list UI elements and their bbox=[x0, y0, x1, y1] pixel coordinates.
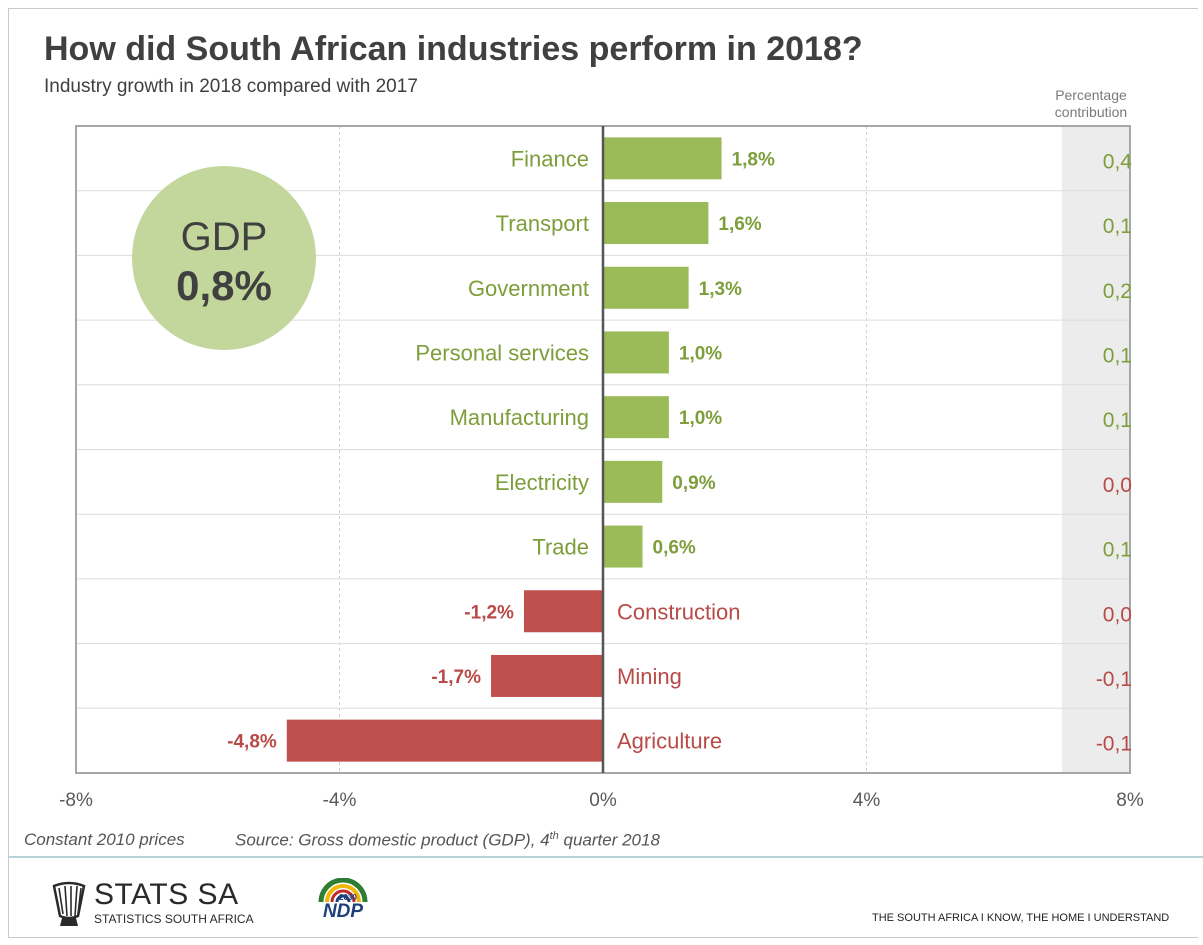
category-label: Manufacturing bbox=[450, 405, 589, 430]
category-label: Mining bbox=[617, 664, 682, 689]
bars bbox=[286, 137, 722, 762]
data-label: 1,0% bbox=[679, 408, 722, 429]
data-label: 1,6% bbox=[718, 214, 761, 235]
infographic-frame bbox=[8, 8, 1198, 938]
contribution-column-header: Percentage contribution bbox=[1050, 87, 1132, 121]
data-label: -4,8% bbox=[227, 732, 277, 753]
source-prefix: Source: Gross domestic product (GDP), 4 bbox=[235, 830, 550, 850]
chart-subtitle: Industry growth in 2018 compared with 20… bbox=[44, 76, 418, 97]
prices-note: Constant 2010 prices bbox=[24, 830, 185, 849]
contribution-value: 0,1 bbox=[1103, 539, 1132, 562]
x-tick-label: 4% bbox=[853, 790, 881, 811]
chart-title: How did South African industries perform… bbox=[44, 30, 863, 68]
chart-labels: Finance 1,8% 0,4 Transport 1,6% 0,1 Government… bbox=[59, 146, 1144, 811]
bar bbox=[603, 266, 689, 309]
gdp-badge: GDP 0,8% bbox=[132, 166, 316, 350]
source-note: Source: Gross domestic product (GDP), 4t… bbox=[235, 830, 660, 851]
bar bbox=[603, 396, 669, 439]
x-tick-label: 8% bbox=[1116, 790, 1144, 811]
contribution-value: 0,2 bbox=[1103, 280, 1132, 303]
gdp-badge-value: 0,8% bbox=[176, 262, 272, 309]
bar bbox=[603, 137, 722, 180]
contribution-value: -0,1 bbox=[1096, 668, 1132, 691]
x-tick-label: -8% bbox=[59, 790, 93, 811]
data-label: -1,2% bbox=[464, 602, 514, 623]
contribution-value: 0,0 bbox=[1103, 603, 1132, 626]
ndp-word: NDP bbox=[322, 901, 364, 922]
category-label: Transport bbox=[496, 211, 589, 236]
bar bbox=[491, 654, 603, 697]
ndp-flag-icon bbox=[318, 878, 368, 903]
category-label: Construction bbox=[617, 599, 741, 624]
bar bbox=[603, 202, 709, 245]
source-superscript: th bbox=[549, 830, 559, 842]
data-label: 0,6% bbox=[653, 538, 696, 559]
footer-tagline: THE SOUTH AFRICA I KNOW, THE HOME I UNDE… bbox=[872, 912, 1170, 924]
data-label: 1,0% bbox=[679, 343, 722, 364]
x-tick-label: 0% bbox=[589, 790, 617, 811]
bar bbox=[523, 590, 603, 633]
category-label: Electricity bbox=[495, 470, 589, 495]
category-label: Trade bbox=[532, 535, 589, 560]
bar bbox=[286, 719, 603, 762]
contribution-value: 0,1 bbox=[1103, 344, 1132, 367]
contribution-header-line1: Percentage bbox=[1055, 87, 1127, 103]
data-label: -1,7% bbox=[431, 667, 481, 688]
gdp-badge-label: GDP bbox=[181, 215, 268, 259]
source-suffix: quarter 2018 bbox=[558, 830, 660, 850]
category-label: Personal services bbox=[415, 340, 589, 365]
category-label: Government bbox=[468, 276, 589, 301]
bar bbox=[603, 525, 643, 568]
stats-sa-basket-icon bbox=[52, 881, 86, 926]
contribution-header-line2: contribution bbox=[1054, 104, 1128, 120]
data-label: 0,9% bbox=[672, 473, 715, 494]
footer-divider bbox=[8, 856, 1203, 858]
gdp-badge-circle bbox=[132, 166, 316, 350]
stats-sa-logo: STATS SA STATISTICS SOUTH AFRICA bbox=[50, 878, 254, 930]
ndp-year: 2030 bbox=[339, 893, 357, 902]
category-label: Agriculture bbox=[617, 729, 722, 754]
data-label: 1,8% bbox=[732, 149, 775, 170]
bar bbox=[603, 460, 663, 503]
stats-sa-subtitle: STATISTICS SOUTH AFRICA bbox=[94, 912, 254, 926]
stats-sa-name: STATS SA bbox=[94, 878, 239, 911]
ndp-logo: 2030 NDP bbox=[315, 878, 371, 930]
contribution-value: 0,4 bbox=[1103, 150, 1133, 173]
data-label: 1,3% bbox=[699, 279, 742, 300]
contribution-value: 0,1 bbox=[1103, 409, 1132, 432]
bar bbox=[603, 331, 669, 374]
contribution-value: -0,1 bbox=[1096, 733, 1132, 756]
x-tick-label: -4% bbox=[323, 790, 357, 811]
contribution-value: 0,0 bbox=[1103, 474, 1132, 497]
contribution-value: 0,1 bbox=[1103, 215, 1132, 238]
category-label: Finance bbox=[511, 146, 589, 171]
